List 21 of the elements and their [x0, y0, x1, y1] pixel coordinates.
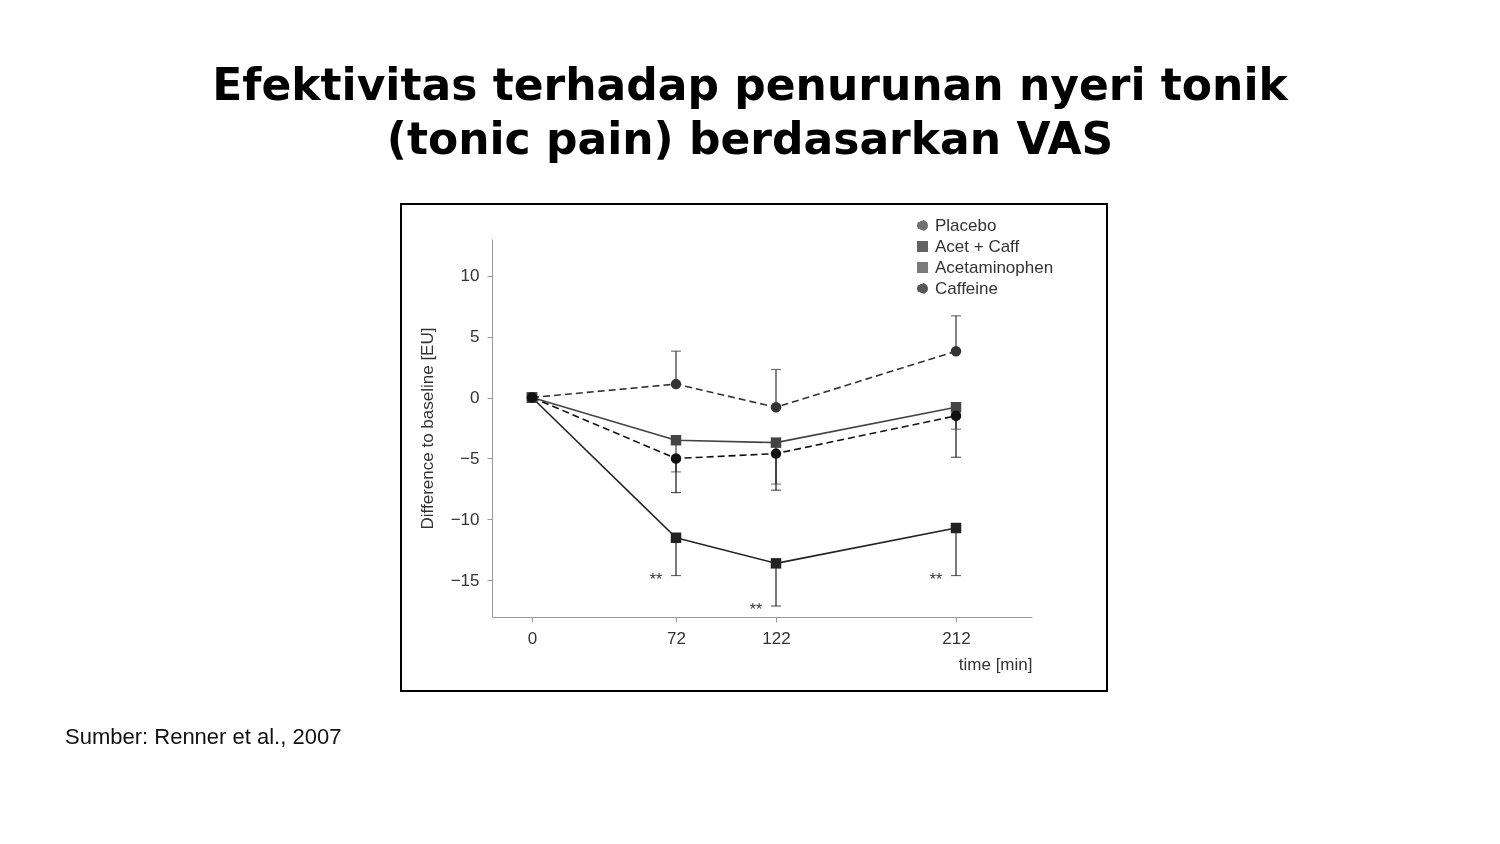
x-tick-label: 72 — [667, 628, 686, 648]
text: Sumber: Renner et al., 2007 — [65, 724, 342, 750]
annotation: ** — [649, 570, 663, 588]
y-tick-label: −10 — [450, 509, 480, 529]
legend-label: Caffeine — [935, 278, 999, 298]
x-tick-label: 122 — [762, 628, 791, 648]
legend-label: Acetaminophen — [935, 257, 1054, 277]
annotation: ** — [929, 570, 943, 588]
x-axis-title: time [min] — [958, 654, 1033, 674]
chart-title: Efektivitas terhadap penurunan nyeri tonik (tonic pain) berdasarkan VAS — [211, 58, 1290, 166]
y-tick-label: 5 — [470, 327, 480, 347]
annotation: ** — [749, 601, 763, 619]
y-axis-title: Difference to baseline [EU] — [417, 327, 437, 530]
y-tick-label: 10 — [460, 266, 480, 286]
y-tick-label: −15 — [450, 570, 480, 590]
x-tick-label: 212 — [942, 628, 971, 648]
legend-label: Placebo — [935, 215, 997, 235]
x-tick-label: 0 — [527, 628, 538, 648]
legend-label: Acet + Caff — [935, 236, 1020, 256]
y-tick-label: 0 — [470, 388, 480, 408]
y-tick-label: −5 — [460, 448, 480, 468]
